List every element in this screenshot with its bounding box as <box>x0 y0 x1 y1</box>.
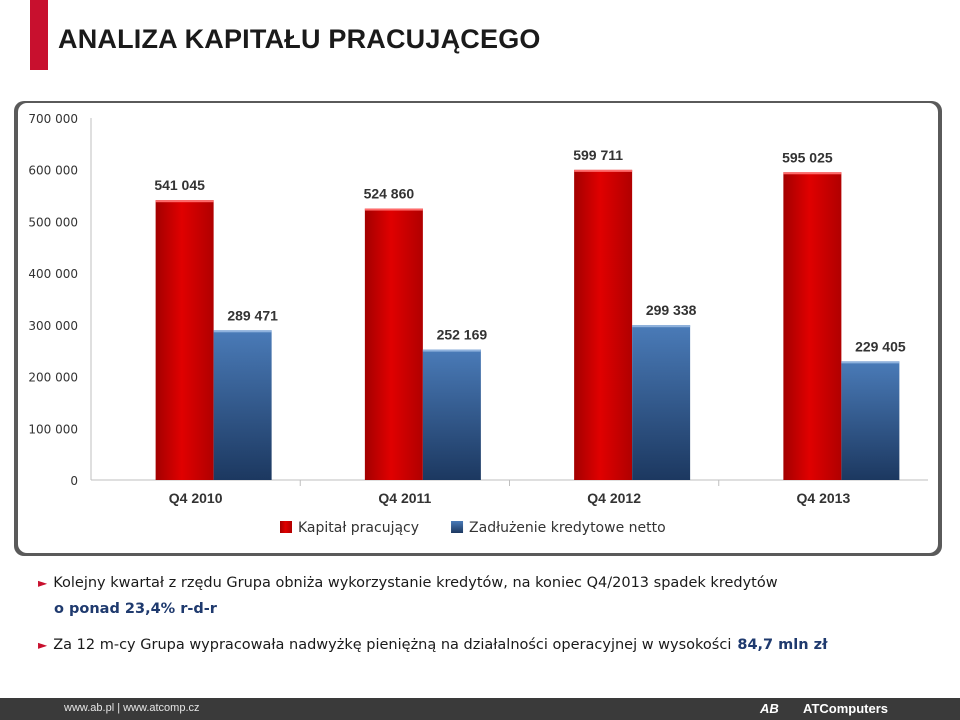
x-tick-label: Q4 2013 <box>797 490 851 506</box>
data-label: 599 711 <box>573 147 623 163</box>
arrow-icon: ► <box>38 638 48 652</box>
bullet-text-2-highlight: 84,7 mln zł <box>737 637 828 653</box>
bar-zadluzenie <box>213 330 272 480</box>
bullet-text-1-highlight: o ponad 23,4% r-d-r <box>54 601 217 617</box>
bar-zadluzenie-cap <box>213 330 272 333</box>
footer-links[interactable]: www.ab.pl | www.atcomp.cz <box>64 702 200 714</box>
y-tick-label: 200 000 <box>28 371 78 385</box>
data-label: 289 471 <box>227 307 278 323</box>
x-tick-label: Q4 2012 <box>587 490 641 506</box>
legend-swatch <box>451 521 464 533</box>
y-tick-label: 700 000 <box>28 112 78 126</box>
bar-zadluzenie-cap <box>422 349 481 352</box>
bar-zadluzenie-cap <box>632 325 691 328</box>
bar-kapital <box>155 200 214 480</box>
ab-logo: AB <box>760 701 779 716</box>
data-label: 541 045 <box>154 177 205 193</box>
x-tick-label: Q4 2010 <box>169 490 223 506</box>
legend-swatch <box>280 521 292 533</box>
data-label: 595 025 <box>782 149 833 165</box>
chart-frame: 0 100 000 200 000 300 000 400 000 500 000 600 … <box>14 101 942 556</box>
data-label: 299 338 <box>646 302 697 318</box>
bullet-item-2: ► Za 12 m-cy Grupa wypracowała nadwyżkę p… <box>38 637 827 653</box>
data-label: 229 405 <box>855 338 906 354</box>
chart-panel: 0 100 000 200 000 300 000 400 000 500 000 600 … <box>18 103 938 553</box>
bar-zadluzenie <box>632 325 691 480</box>
bullet-text-2: Za 12 m-cy Grupa wypracowała nadwyżkę pi… <box>53 637 732 653</box>
data-label: 524 860 <box>364 186 415 202</box>
bar-kapital-cap <box>364 208 423 211</box>
legend-label: Zadłużenie kredytowe netto <box>469 520 666 536</box>
title-accent-bar <box>30 0 48 70</box>
y-tick-label: 300 000 <box>28 319 78 333</box>
y-tick-label: 600 000 <box>28 164 78 178</box>
y-tick-label: 500 000 <box>28 215 78 229</box>
bar-zadluzenie-cap <box>841 361 900 364</box>
footer-bar: www.ab.pl | www.atcomp.cz AB ATComputers <box>0 698 960 720</box>
bar-zadluzenie <box>422 349 481 480</box>
arrow-icon: ► <box>38 576 48 590</box>
atcomputers-logo: ATComputers <box>803 701 888 716</box>
bar-kapital-cap <box>783 172 842 175</box>
legend-label: Kapitał pracujący <box>298 520 419 536</box>
y-tick-label: 100 000 <box>28 422 78 436</box>
y-tick-label: 400 000 <box>28 267 78 281</box>
bar-kapital <box>574 169 633 480</box>
bullet-item-1: ► Kolejny kwartał z rzędu Grupa obniża wy… <box>38 575 778 591</box>
y-tick-label: 0 <box>70 474 78 488</box>
data-label: 252 169 <box>437 327 488 343</box>
x-tick-label: Q4 2011 <box>378 490 431 506</box>
bar-chart: 0 100 000 200 000 300 000 400 000 500 000 600 … <box>28 112 928 536</box>
bar-kapital-cap <box>574 169 633 172</box>
bar-kapital <box>783 172 842 480</box>
bar-kapital <box>364 208 423 481</box>
bar-zadluzenie <box>841 361 900 480</box>
page-title: ANALIZA KAPITAŁU PRACUJĄCEGO <box>58 24 541 54</box>
bar-kapital-cap <box>155 200 214 203</box>
bullet-text-1: Kolejny kwartał z rzędu Grupa obniża wyk… <box>53 575 778 591</box>
